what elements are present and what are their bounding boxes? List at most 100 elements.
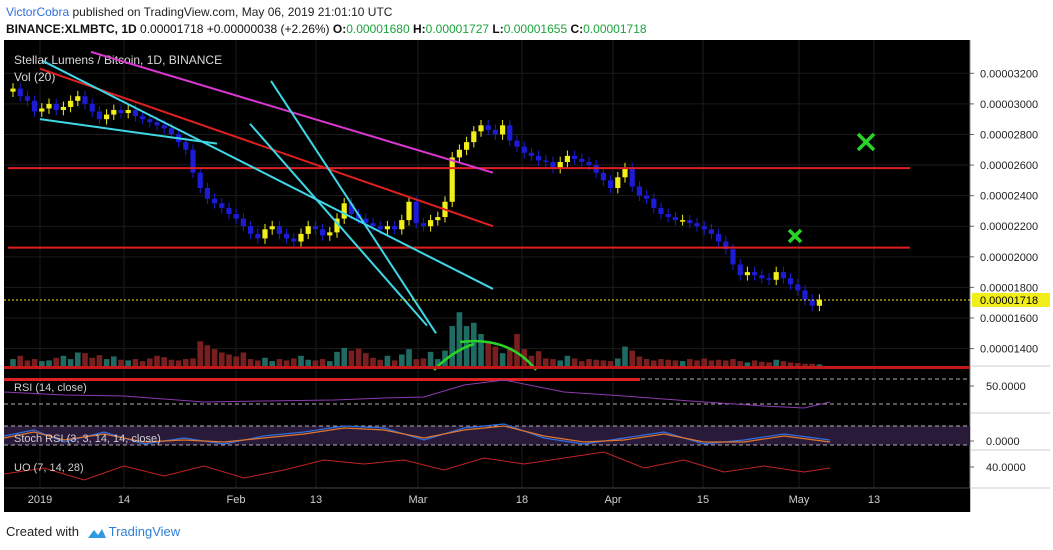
volume-bar — [766, 362, 772, 369]
candle — [471, 131, 477, 143]
volume-bar — [629, 350, 635, 369]
x-marker — [787, 228, 803, 244]
candle — [212, 198, 218, 204]
candle — [384, 226, 390, 230]
volume-bar — [24, 360, 31, 369]
volume-bar — [204, 345, 211, 369]
candle — [190, 149, 196, 173]
volume-bar — [658, 359, 664, 369]
last-price-box — [972, 292, 1050, 307]
volume-bar — [190, 358, 196, 369]
low-label: L: — [492, 22, 504, 36]
candle — [406, 201, 412, 221]
candle — [536, 155, 542, 161]
volume-bar — [75, 352, 81, 369]
candle — [399, 220, 405, 230]
indicator-tick-label: 50.0000 — [986, 381, 1026, 393]
candle — [233, 214, 239, 219]
volume-bar — [39, 361, 45, 369]
x-tick-label: 15 — [697, 494, 709, 506]
volume-bar — [550, 359, 556, 369]
candle — [780, 272, 786, 279]
candle — [111, 110, 117, 115]
footer: Created with TradingView — [6, 524, 180, 539]
candle — [370, 223, 376, 227]
y-tick-label: 0.00002800 — [980, 129, 1038, 141]
volume-bar — [211, 349, 218, 369]
stoch-label: Stoch RSI (3, 3, 14, 14, close) — [14, 433, 161, 445]
candle — [327, 232, 333, 236]
volume-bar — [111, 356, 117, 369]
candle — [291, 238, 297, 242]
y-tick-label: 0.00002200 — [980, 221, 1038, 233]
volume-bar — [240, 352, 247, 369]
volume-bar — [262, 357, 268, 369]
candle — [269, 226, 275, 230]
price-chart[interactable]: Stellar Lumens / Bitcoin, 1D, BINANCEVol… — [4, 40, 1050, 512]
x-tick-label: 18 — [516, 494, 528, 506]
close-label: C: — [570, 22, 584, 36]
candle — [39, 108, 45, 112]
candle — [377, 226, 383, 230]
candle — [557, 162, 563, 169]
candle — [766, 278, 772, 280]
candle — [312, 226, 318, 230]
volume-bar — [291, 358, 297, 369]
candle — [716, 233, 722, 242]
volume-bar — [413, 359, 419, 369]
tradingview-brand[interactable]: TradingView — [108, 524, 181, 539]
y-tick-label: 0.00002400 — [980, 191, 1038, 203]
candle — [579, 158, 585, 162]
volume-bar — [10, 359, 16, 369]
volume-bar — [420, 358, 427, 369]
created-with-text: Created with — [6, 524, 79, 539]
candle — [809, 299, 815, 306]
candle — [161, 125, 167, 129]
candle — [392, 226, 398, 230]
volume-bar — [535, 351, 542, 369]
candle — [816, 299, 822, 306]
rsi-line — [4, 379, 831, 409]
volume-bar — [715, 359, 722, 369]
candle — [514, 140, 520, 147]
candle — [500, 125, 506, 135]
candle — [240, 218, 246, 227]
volume-bar — [499, 353, 506, 369]
x-tick-label: Feb — [227, 494, 246, 506]
volume-bar — [787, 362, 794, 369]
candle — [478, 125, 484, 132]
volume-bar — [737, 361, 743, 369]
trendline-cyan — [270, 80, 437, 334]
ohlc-line: BINANCE:XLMBTC, 1D 0.00001718 +0.0000003… — [6, 22, 647, 36]
author-link[interactable]: VictorCobra — [6, 5, 70, 19]
x-tick-label: Apr — [604, 494, 621, 506]
volume-bar — [154, 355, 160, 369]
candle — [435, 217, 441, 221]
candle — [341, 203, 347, 219]
volume-bar — [46, 360, 52, 369]
volume-bar — [507, 347, 513, 369]
volume-bar — [103, 359, 110, 369]
volume-bar — [334, 351, 340, 369]
price-change: +0.00000038 (+2.26%) — [206, 22, 330, 36]
volume-bar — [600, 360, 607, 369]
volume-bar — [319, 359, 326, 369]
time-axis — [4, 488, 970, 512]
volume-bar — [183, 359, 189, 369]
candle — [104, 114, 110, 120]
candle — [348, 203, 354, 214]
candle — [708, 229, 714, 234]
candle — [795, 284, 801, 291]
volume-bar — [557, 360, 563, 369]
candle — [428, 220, 434, 227]
candle — [219, 203, 225, 208]
candle — [586, 162, 592, 166]
candle — [564, 155, 570, 162]
panel-separator — [4, 366, 970, 369]
candle — [363, 218, 369, 224]
volume-bar — [384, 355, 391, 369]
volume-bar — [622, 346, 628, 369]
volume-bar — [305, 359, 311, 369]
candle — [485, 125, 491, 130]
volume-bar — [283, 360, 290, 369]
